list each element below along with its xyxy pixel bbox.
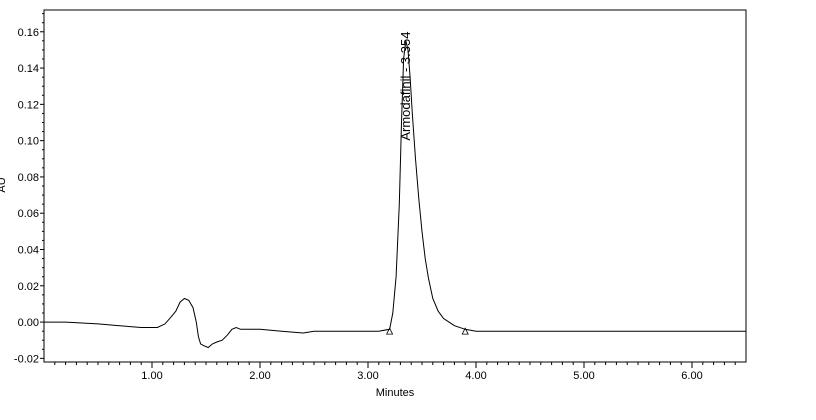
plot-area: Armodafinil - 3.354 — [44, 32, 746, 349]
y-tick-label: 0.16 — [18, 27, 39, 39]
x-tick-label: 3.00 — [357, 370, 378, 382]
y-tick-label: -0.02 — [14, 353, 39, 365]
x-tick-label: 4.00 — [465, 370, 486, 382]
y-tick-label: 0.06 — [18, 208, 39, 220]
x-axis-title: Minutes — [376, 387, 415, 399]
x-tick-label: 2.00 — [249, 370, 270, 382]
axes: -0.02 0.00 0.02 0.04 0.06 0.08 0.10 0.12 0.14 0.1… — [14, 9, 747, 382]
y-tick-label: 0.00 — [18, 317, 39, 329]
y-tick-label: 0.10 — [18, 136, 39, 148]
integration-marker-triangle — [385, 327, 394, 335]
x-tick-label: 1.00 — [141, 370, 162, 382]
chromatogram-trace — [44, 40, 746, 349]
y-tick-label: 0.14 — [18, 63, 39, 75]
y-tick-label: 0.08 — [18, 172, 39, 184]
x-tick-label: 5.00 — [573, 370, 594, 382]
peak-label: Armodafinil - 3.354 — [398, 32, 413, 141]
x-tick-label: 6.00 — [681, 370, 702, 382]
y-tick-label: 0.04 — [18, 245, 39, 257]
y-tick-label: 0.02 — [18, 281, 39, 293]
plot-frame — [43, 9, 747, 363]
y-tick-label: 0.12 — [18, 99, 39, 111]
integration-marker-triangle — [461, 327, 469, 335]
y-axis-title: AU — [0, 177, 8, 192]
